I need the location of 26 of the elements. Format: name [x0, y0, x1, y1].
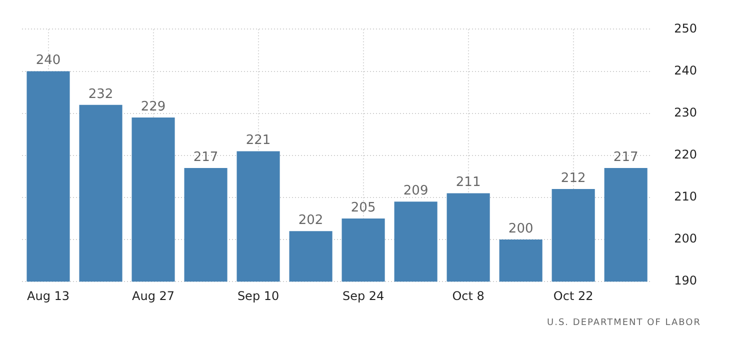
- data-label: 200: [508, 221, 534, 236]
- x-tick-label: Sep 10: [237, 288, 280, 303]
- x-tick-label: Aug 27: [132, 288, 175, 303]
- data-label: 209: [403, 184, 428, 199]
- y-tick-label: 250: [674, 21, 697, 36]
- y-tick-label: 240: [674, 63, 697, 78]
- x-tick-label: Oct 8: [452, 288, 484, 303]
- data-label: 217: [613, 150, 638, 165]
- y-tick-label: 230: [674, 105, 697, 120]
- x-tick-label: Aug 13: [26, 288, 70, 303]
- y-tick-label: 210: [674, 190, 697, 204]
- y-tick-label: 190: [674, 274, 697, 288]
- text: U.S. DEPARTMENT OF LABOR: [547, 318, 701, 328]
- data-label: 240: [36, 53, 61, 68]
- data-label: 217: [193, 150, 218, 165]
- data-label: 229: [140, 99, 166, 114]
- data-label: 211: [456, 175, 481, 190]
- data-label: 212: [560, 170, 586, 186]
- data-label: 221: [246, 133, 271, 148]
- x-tick-label: Sep 24: [342, 288, 384, 303]
- data-label: 232: [88, 86, 114, 102]
- y-tick-label: 220: [674, 148, 697, 162]
- y-tick-label: 200: [674, 232, 697, 246]
- data-label: 202: [298, 212, 324, 228]
- data-label: 205: [350, 200, 376, 216]
- x-tick-label: Oct 22: [553, 288, 594, 303]
